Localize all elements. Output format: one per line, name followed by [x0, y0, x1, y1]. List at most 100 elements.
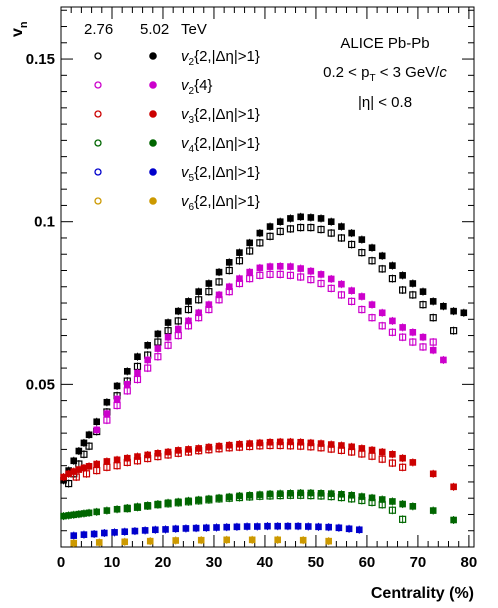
data-point — [358, 293, 366, 300]
data-point — [215, 296, 223, 304]
data-point — [123, 381, 131, 388]
data-point — [297, 273, 305, 281]
series-1 — [65, 223, 458, 488]
data-point — [368, 446, 376, 454]
data-point — [368, 257, 376, 265]
legend-marker-filled — [149, 139, 157, 147]
data-point — [144, 342, 151, 349]
data-point — [93, 418, 100, 426]
data-point — [246, 442, 254, 451]
legend-marker-filled — [149, 52, 157, 60]
legend-header-5.02: 5.02 — [140, 21, 169, 38]
data-point — [317, 444, 325, 452]
legend-marker-open — [94, 168, 102, 176]
data-point — [450, 327, 458, 335]
data-markers — [60, 212, 468, 548]
data-point — [205, 280, 213, 287]
data-point — [80, 531, 88, 538]
data-point — [113, 505, 121, 513]
data-point — [235, 257, 244, 265]
data-point — [419, 343, 427, 351]
data-point — [174, 449, 182, 457]
x-tick-label: 80 — [461, 554, 478, 571]
data-point — [307, 267, 315, 275]
legend-label-v: v — [181, 77, 190, 94]
data-point — [429, 338, 437, 346]
x-tick-label: 20 — [155, 554, 172, 571]
data-point — [184, 498, 193, 506]
data-point — [337, 446, 346, 454]
data-point — [355, 526, 363, 534]
data-point — [225, 288, 233, 296]
data-point — [195, 296, 203, 304]
legend-label: v2{4} — [181, 77, 212, 97]
legend-marker-open — [94, 110, 102, 118]
data-point — [409, 338, 417, 346]
legend-label-method: {2,|Δη|>1} — [194, 48, 260, 65]
data-point — [256, 229, 264, 237]
data-point — [440, 302, 447, 310]
data-point — [144, 356, 151, 364]
plot-frame-rect — [60, 6, 475, 548]
data-point — [113, 395, 121, 403]
annotation-pt-unit: c — [439, 64, 447, 81]
y-axis-title-sub: n — [18, 21, 30, 28]
data-point — [266, 441, 274, 450]
data-point — [154, 345, 162, 352]
series-3 — [103, 270, 437, 425]
data-point — [307, 214, 315, 221]
data-point — [205, 288, 213, 296]
legend-marker-filled — [149, 168, 157, 176]
data-point — [368, 314, 376, 322]
data-point — [141, 527, 149, 534]
data-point — [164, 319, 172, 326]
data-point — [101, 529, 108, 537]
data-point — [450, 483, 457, 491]
data-point — [103, 398, 111, 406]
data-point — [223, 523, 231, 531]
data-point — [317, 279, 325, 288]
data-point — [256, 239, 264, 247]
data-point — [276, 262, 284, 270]
legend-marker-open — [94, 139, 102, 147]
data-point — [134, 369, 141, 377]
data-point — [450, 516, 457, 524]
legend-label: v2{2,|Δη|>1} — [181, 48, 260, 68]
data-point — [317, 271, 325, 278]
data-point — [399, 515, 407, 523]
legend-label-method: {2,|Δη|>1} — [194, 193, 260, 210]
data-point — [174, 331, 182, 340]
data-point — [184, 322, 193, 330]
data-point — [358, 305, 366, 314]
data-point — [235, 279, 244, 288]
data-point — [450, 307, 457, 315]
data-point — [399, 463, 407, 471]
data-point — [123, 505, 131, 513]
data-point — [429, 298, 437, 305]
legend-marker-filled — [149, 197, 157, 205]
legend-label-sub: 4 — [189, 144, 195, 155]
data-point — [337, 493, 346, 502]
data-point — [429, 507, 437, 514]
data-point — [286, 491, 295, 499]
data-point — [236, 249, 243, 256]
data-point — [304, 523, 312, 530]
data-point — [254, 523, 261, 530]
data-point — [264, 522, 271, 530]
data-point — [335, 524, 343, 532]
data-point — [368, 452, 376, 460]
data-point — [317, 225, 325, 234]
data-point — [297, 491, 305, 499]
data-point — [93, 466, 101, 475]
data-point — [297, 442, 305, 450]
data-point — [223, 536, 231, 544]
data-point — [409, 329, 417, 336]
data-point — [327, 445, 335, 453]
legend-label-sub: 2 — [189, 86, 195, 97]
data-point — [317, 215, 325, 222]
data-point — [205, 446, 213, 454]
data-point — [233, 523, 241, 531]
data-point — [131, 527, 139, 535]
data-point — [276, 227, 284, 236]
data-point — [378, 265, 386, 273]
